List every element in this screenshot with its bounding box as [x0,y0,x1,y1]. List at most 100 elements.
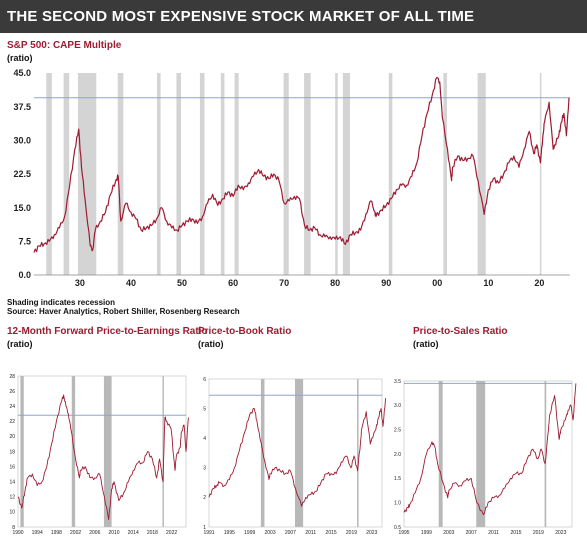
pb-title: Price-to-Book Ratio [198,326,292,337]
cape-recession-band-5 [176,73,182,275]
cape-recession-band-15 [477,73,486,275]
pe-recession-band-0 [20,376,24,527]
pb-plot-frame [208,378,383,528]
cape-x-tick-label: 80 [330,278,340,288]
cape-x-tick-label: 70 [279,278,289,288]
cape-recession-band-1 [63,73,70,275]
pe-recession-band-3 [162,376,164,527]
cape-recession-band-2 [77,73,97,275]
cape-recession-band-7 [220,73,225,275]
pb-x-tick-label: 2003 [264,530,275,536]
pb-y-tick-label: 5 [203,406,206,412]
pe-y-tick-label: 22 [9,419,15,425]
pe-x-tick-label: 1994 [32,530,43,536]
cape-x-tick-label: 00 [432,278,442,288]
ps-series-line-0 [403,383,577,516]
ps-title: Price-to-Sales Ratio [413,326,508,337]
cape-recession-band-3 [117,73,124,275]
pe-y-tick-label: 26 [9,389,15,395]
ps-x-tick-label: 2023 [555,530,566,536]
ps-y-tick-label: 2.5 [394,427,401,433]
pb-y-tick-label: 4 [203,436,206,442]
cape-recession-band-14 [443,73,447,275]
pe-recession-band-2 [103,376,112,527]
pb-x-tick-label: 2015 [326,530,337,536]
pb-y-tick-label: 1 [203,525,206,531]
pb-unit: (ratio) [198,339,224,349]
cape-recession-band-12 [342,73,350,275]
cape-x-tick-label: 40 [126,278,136,288]
ps-plot-frame [403,380,573,528]
ps-x-tick-label: 1999 [421,530,432,536]
cape-x-tick-label: 90 [381,278,391,288]
pe-recession-band-1 [71,376,76,527]
pe-y-tick-label: 8 [12,525,15,531]
ps-y-tick-label: 1.5 [394,476,401,482]
pe-title: 12-Month Forward Price-to-Earnings Ratio [7,326,208,337]
ps-recession-band-0 [438,381,443,527]
pb-x-tick-label: 1995 [224,530,235,536]
pe-x-tick-label: 1998 [51,530,62,536]
pb-x-tick-label: 1991 [203,530,214,536]
pb-x-tick-label: 2019 [346,530,357,536]
pb-x-tick-label: 1999 [244,530,255,536]
pb-y-tick-label: 3 [203,466,206,472]
cape-recession-band-10 [304,73,311,275]
ps-x-tick-label: 2007 [466,530,477,536]
pe-x-tick-label: 2006 [89,530,100,536]
pe-series-line-0 [17,394,189,520]
cape-y-tick-label: 22.5 [13,169,31,179]
ps-x-tick-label: 1995 [398,530,409,536]
pe-x-tick-label: 1990 [12,530,23,536]
ps-x-tick-label: 2003 [443,530,454,536]
shading-note: Shading indicates recession [7,298,116,307]
pe-y-tick-label: 14 [9,479,15,485]
pb-x-tick-label: 2011 [305,530,316,536]
pe-x-tick-label: 2022 [166,530,177,536]
cape-x-tick-label: 20 [534,278,544,288]
pe-y-tick-label: 12 [9,495,15,501]
pe-y-tick-label: 28 [9,374,15,380]
ps-y-tick-label: 2.0 [394,452,401,458]
cape-y-tick-label: 15.0 [13,203,31,213]
ps-y-tick-label: 1.0 [394,500,401,506]
pb-x-tick-label: 2023 [366,530,377,536]
cape-y-tick-label: 37.5 [13,102,31,112]
cape-recession-band-16 [539,73,542,275]
pb-y-tick-label: 6 [203,377,206,383]
pb-y-tick-label: 2 [203,495,206,501]
cape-y-tick-label: 45.0 [13,68,31,78]
pe-y-tick-label: 18 [9,449,15,455]
pe-x-tick-label: 2002 [70,530,81,536]
ps-y-tick-label: 3.5 [394,379,401,385]
cape-recession-band-6 [199,73,205,275]
cape-x-tick-label: 60 [228,278,238,288]
ps-x-tick-label: 2015 [510,530,521,536]
banner-title: THE SECOND MOST EXPENSIVE STOCK MARKET O… [7,8,475,25]
ps-x-tick-label: 2011 [488,530,499,536]
banner: THE SECOND MOST EXPENSIVE STOCK MARKET O… [0,0,587,33]
cape-x-tick-label: 50 [177,278,187,288]
cape-x-tick-label: 30 [75,278,85,288]
ps-recession-band-1 [476,381,486,527]
cape-title: S&P 500: CAPE Multiple [7,40,122,51]
ps-y-tick-label: 3.0 [394,403,401,409]
pe-x-tick-label: 2018 [147,530,158,536]
pb-recession-band-1 [294,379,304,527]
cape-y-tick-label: 7.5 [18,236,31,246]
cape-recession-band-11 [335,73,338,275]
cape-recession-band-13 [388,73,393,275]
cape-series-line-0 [33,76,570,253]
pb-series-line-0 [208,398,387,507]
ps-recession-band-2 [544,381,547,527]
cape-recession-band-4 [157,73,161,275]
cape-x-tick-label: 10 [483,278,493,288]
cape-unit: (ratio) [7,53,33,63]
ps-y-tick-label: 0.5 [394,525,401,531]
pb-x-tick-label: 2007 [285,530,296,536]
cape-y-tick-label: 0.0 [18,270,31,280]
cape-recession-band-9 [283,73,289,275]
pb-recession-band-2 [357,379,359,527]
pe-y-tick-label: 20 [9,434,15,440]
